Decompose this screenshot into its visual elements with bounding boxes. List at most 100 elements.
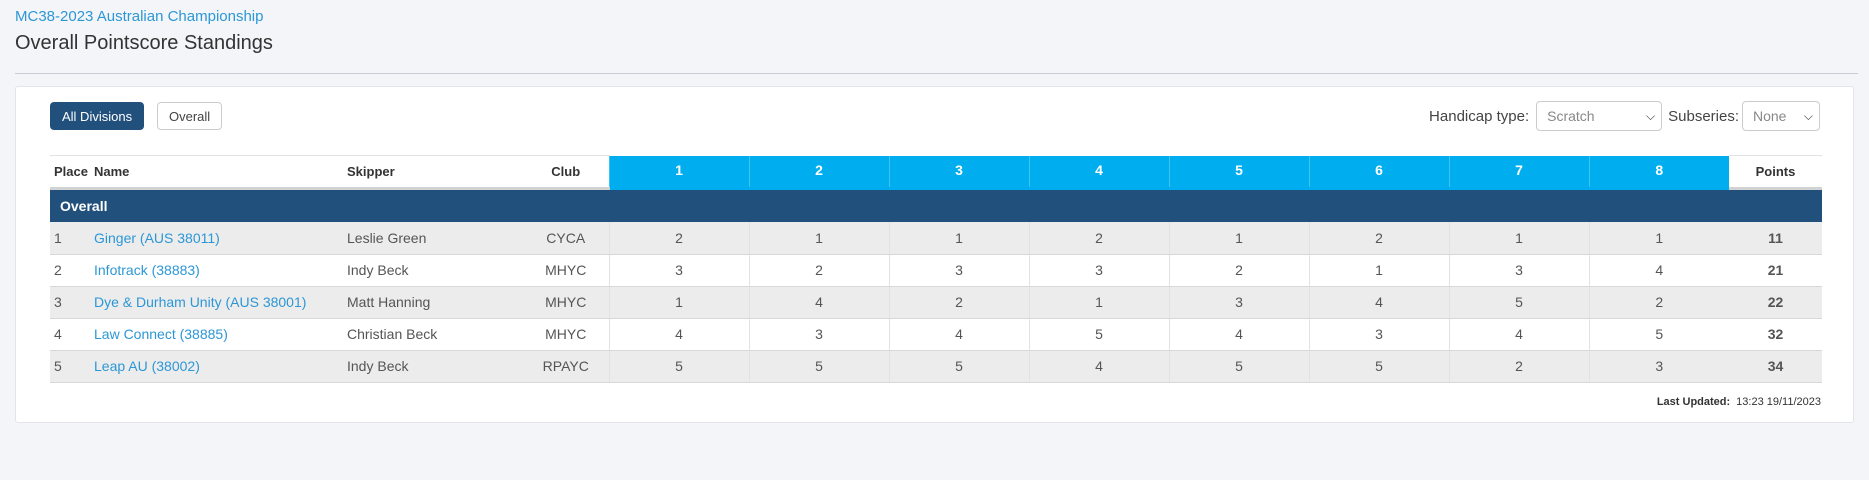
points-cell: 21 [1729, 254, 1822, 287]
subseries-select[interactable]: None ⌵ [1742, 101, 1820, 131]
table-header-row: Place Name Skipper Club 1 2 3 4 5 6 7 8 Points [50, 155, 1822, 190]
race-result-cell: 5 [1028, 318, 1169, 351]
col-club[interactable]: Club [523, 155, 609, 190]
race-result-cell: 3 [888, 254, 1029, 287]
col-name[interactable]: Name [90, 155, 343, 190]
table-row[interactable]: 2 Infotrack (38883) Indy Beck MHYC 3 2 3 3 2 1 3 4 2… [50, 254, 1822, 287]
all-divisions-button[interactable]: All Divisions [50, 102, 145, 130]
club-cell: CYCA [523, 222, 609, 255]
race-result-cell: 5 [1588, 318, 1729, 351]
race-result-cell: 4 [1308, 286, 1449, 319]
name-cell: Dye & Durham Unity (AUS 38001) [90, 286, 343, 319]
col-place[interactable]: Place [50, 155, 90, 190]
boat-name-link[interactable]: Infotrack (38883) [94, 262, 200, 278]
name-cell: Infotrack (38883) [90, 254, 343, 287]
race-header-1[interactable]: 1 [608, 155, 749, 190]
chevron-down-icon: ⌵ [1803, 108, 1813, 123]
race-result-cell: 4 [1448, 318, 1589, 351]
race-header-4[interactable]: 4 [1028, 155, 1169, 190]
race-result-cell: 1 [1168, 222, 1309, 255]
points-cell: 11 [1729, 222, 1822, 255]
race-result-cell: 3 [1448, 254, 1589, 287]
subseries-value: None [1753, 108, 1787, 124]
race-result-cell: 1 [608, 286, 749, 319]
race-result-cell: 2 [888, 286, 1029, 319]
subseries-label: Subseries: [1668, 107, 1739, 125]
boat-name-link[interactable]: Ginger (AUS 38011) [94, 229, 220, 246]
race-header-5[interactable]: 5 [1168, 155, 1309, 190]
col-points[interactable]: Points [1729, 155, 1822, 190]
race-result-cell: 1 [1588, 222, 1729, 255]
standings-card: All Divisions Overall Handicap type: Scr… [15, 86, 1854, 423]
place-cell: 3 [50, 286, 90, 319]
race-result-cell: 5 [888, 350, 1029, 383]
race-header-2[interactable]: 2 [748, 155, 889, 190]
place-cell: 5 [50, 350, 90, 383]
standings-table: Place Name Skipper Club 1 2 3 4 5 6 7 8 Points O… [50, 155, 1822, 383]
last-updated-value: 13:23 19/11/2023 [1736, 396, 1821, 408]
club-cell: MHYC [523, 318, 609, 351]
skipper-cell: Leslie Green [343, 222, 523, 255]
points-cell: 32 [1729, 318, 1822, 351]
race-result-cell: 3 [1588, 350, 1729, 383]
race-result-cell: 4 [888, 318, 1029, 351]
race-header-3[interactable]: 3 [888, 155, 1029, 190]
race-result-cell: 2 [1448, 350, 1589, 383]
race-result-cell: 5 [1168, 350, 1309, 383]
table-row[interactable]: 5 Leap AU (38002) Indy Beck RPAYC 5 5 5 4 5 5 2 3 34 [50, 350, 1822, 383]
race-result-cell: 5 [748, 350, 889, 383]
race-result-cell: 2 [608, 222, 749, 255]
club-cell: MHYC [523, 286, 609, 319]
race-result-cell: 1 [888, 222, 1029, 255]
boat-name-link[interactable]: Leap AU (38002) [94, 358, 200, 374]
table-row[interactable]: 4 Law Connect (38885) Christian Beck MHYC 4 3… [50, 318, 1822, 351]
race-result-cell: 1 [1028, 286, 1169, 319]
race-result-cell: 1 [748, 222, 889, 255]
race-header-6[interactable]: 6 [1308, 155, 1449, 190]
club-cell: MHYC [523, 254, 609, 287]
division-row: Overall [50, 188, 1822, 222]
race-result-cell: 4 [608, 318, 749, 351]
overall-button[interactable]: Overall [157, 102, 223, 130]
race-result-cell: 2 [1168, 254, 1309, 287]
race-result-cell: 5 [1308, 350, 1449, 383]
race-result-cell: 4 [1168, 318, 1309, 351]
race-result-cell: 3 [748, 318, 889, 351]
event-link[interactable]: MC38-2023 Australian Championship [15, 8, 264, 25]
handicap-type-label: Handicap type: [1429, 107, 1530, 125]
last-updated-label: Last Updated: [1656, 396, 1731, 408]
race-result-cell: 5 [1448, 286, 1589, 319]
race-result-cell: 2 [1308, 222, 1449, 255]
race-header-7[interactable]: 7 [1448, 155, 1589, 190]
race-result-cell: 1 [1448, 222, 1589, 255]
place-cell: 4 [50, 318, 90, 351]
race-result-cell: 3 [1308, 318, 1449, 351]
race-result-cell: 2 [748, 254, 889, 287]
name-cell: Ginger (AUS 38011) [90, 222, 343, 255]
skipper-cell: Indy Beck [343, 254, 523, 287]
skipper-cell: Matt Hanning [343, 286, 523, 319]
points-cell: 34 [1729, 350, 1822, 383]
points-cell: 22 [1729, 286, 1822, 319]
table-row[interactable]: 1 Ginger (AUS 38011) Leslie Green CYCA 2 1 1 2 1… [50, 222, 1822, 255]
table-row[interactable]: 3 Dye & Durham Unity (AUS 38001) Matt Hann… [50, 286, 1822, 319]
col-skipper[interactable]: Skipper [343, 155, 523, 190]
race-result-cell: 4 [748, 286, 889, 319]
handicap-type-value: Scratch [1547, 108, 1595, 124]
handicap-type-select[interactable]: Scratch ⌵ [1536, 101, 1663, 131]
place-cell: 1 [50, 222, 90, 255]
race-header-8[interactable]: 8 [1588, 155, 1729, 190]
last-updated: Last Updated: 13:23 19/11/2023 [1657, 396, 1821, 408]
boat-name-link[interactable]: Law Connect (38885) [94, 326, 228, 342]
race-result-cell: 5 [608, 350, 749, 383]
name-cell: Law Connect (38885) [90, 318, 343, 351]
chevron-down-icon: ⌵ [1646, 108, 1656, 123]
page-title: Overall Pointscore Standings [15, 32, 273, 54]
race-result-cell: 4 [1588, 254, 1729, 287]
race-result-cell: 3 [608, 254, 749, 287]
boat-name-link[interactable]: Dye & Durham Unity (AUS 38001) [94, 294, 307, 310]
race-result-cell: 2 [1028, 222, 1169, 255]
header-divider [15, 73, 1858, 74]
race-result-cell: 2 [1588, 286, 1729, 319]
race-result-cell: 4 [1028, 350, 1169, 383]
